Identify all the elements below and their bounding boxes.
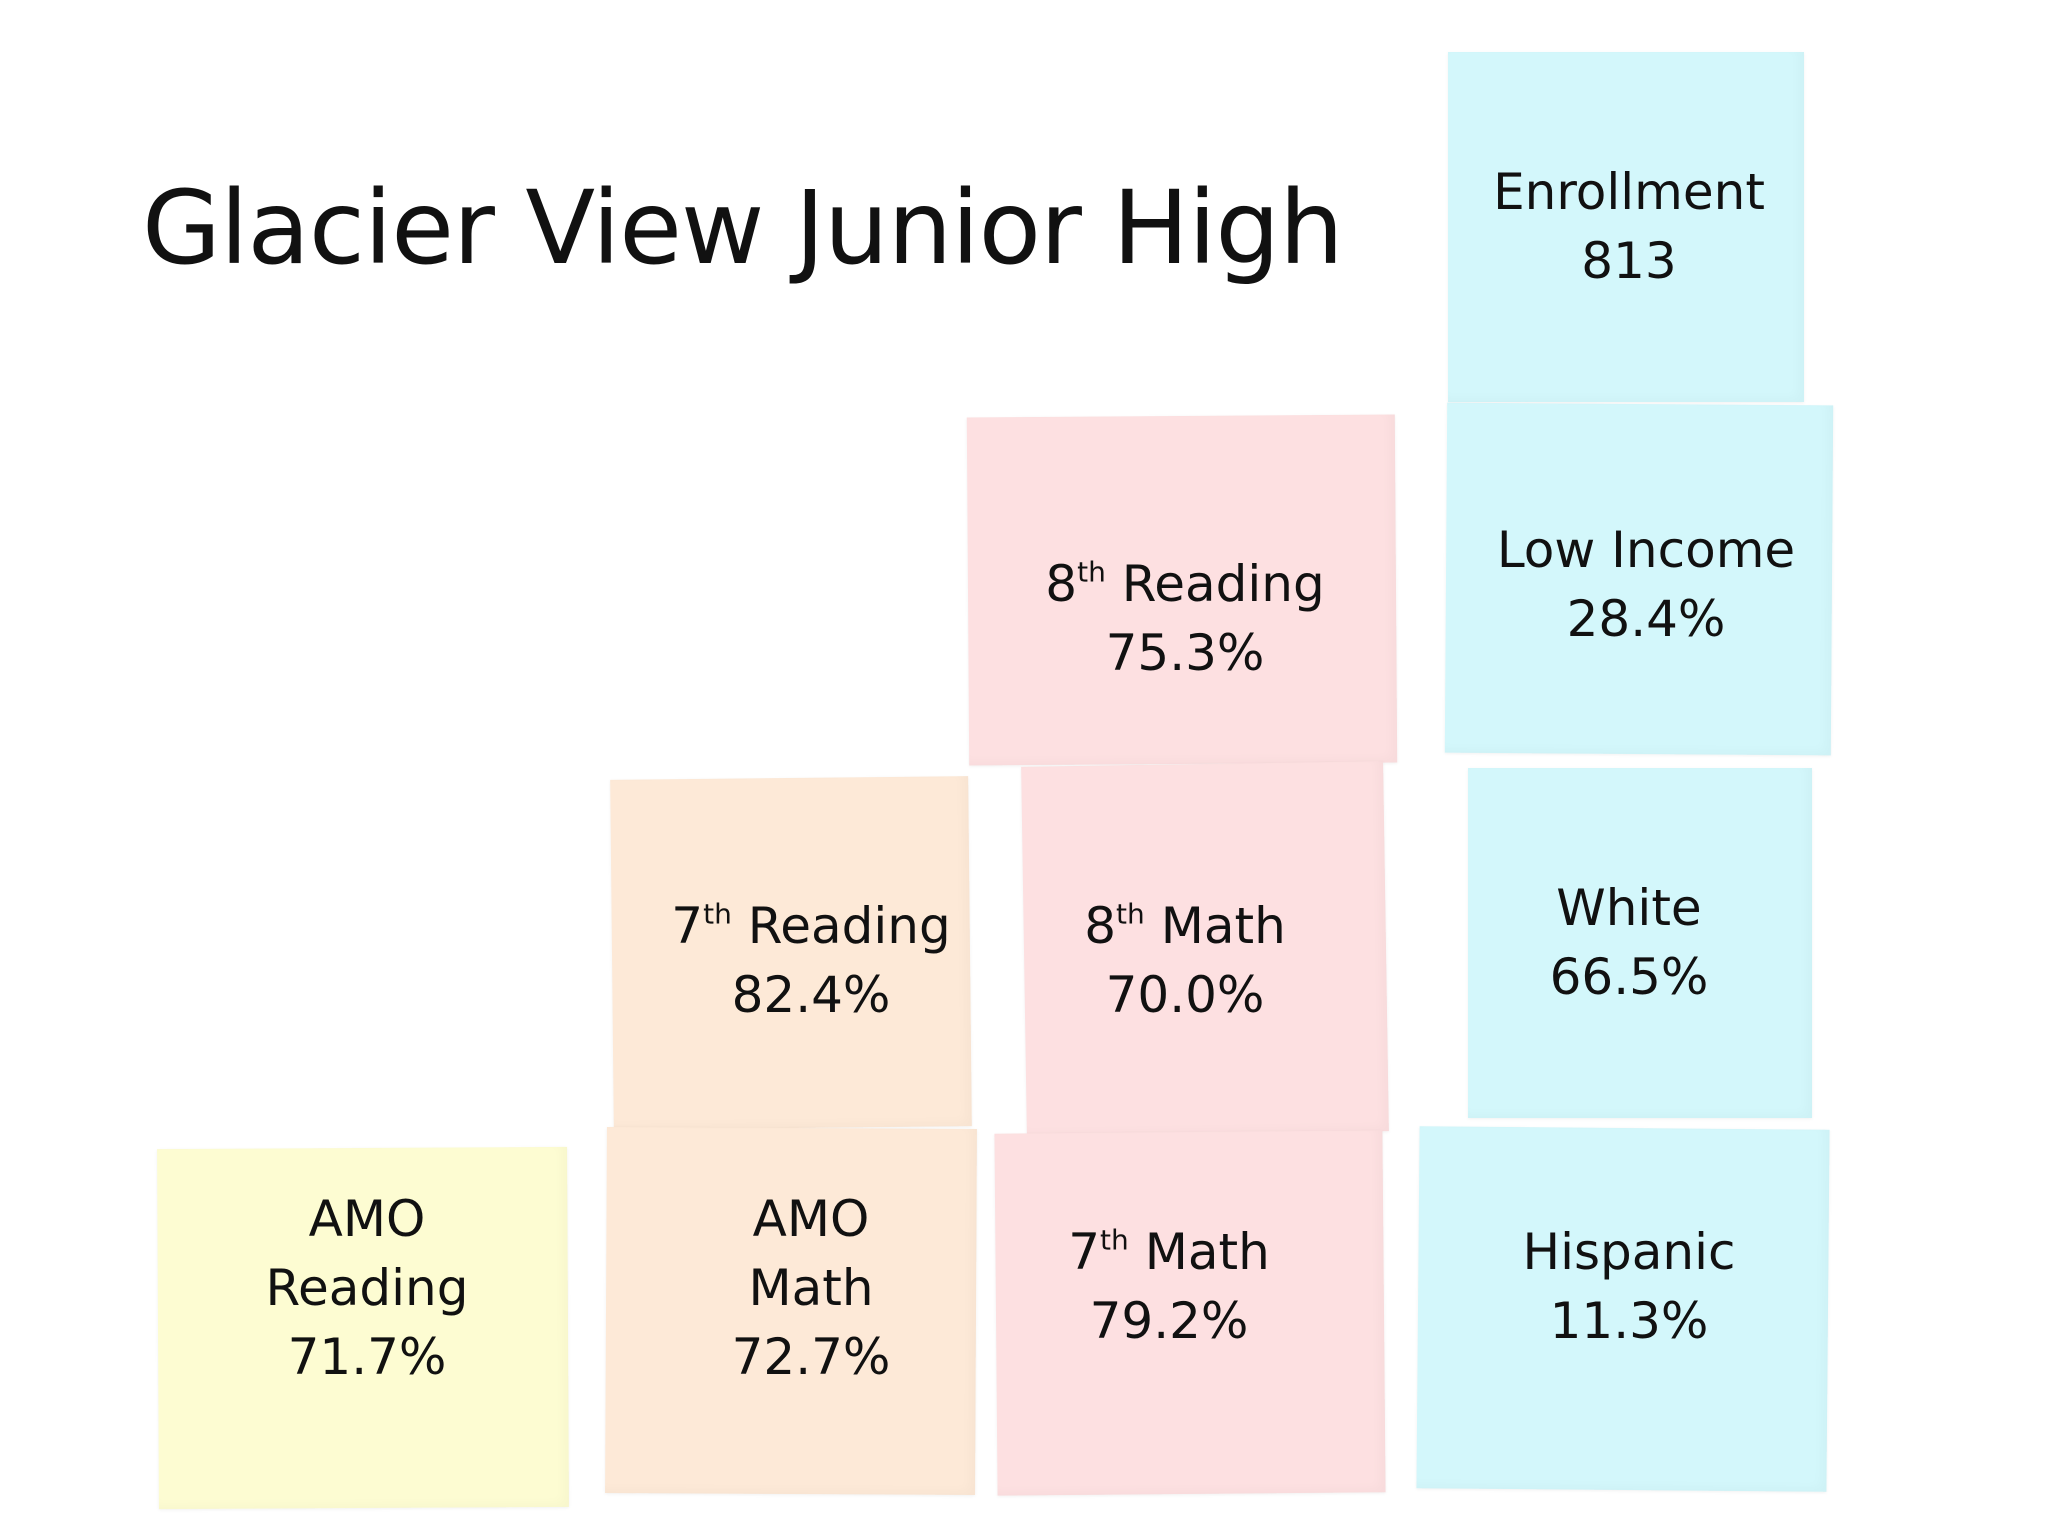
white-value: 66.5% — [1549, 948, 1709, 1006]
math-8th-value: 70.0% — [1105, 966, 1265, 1024]
block-enrollment — [1448, 52, 1804, 402]
reading-8th-value: 75.3% — [1105, 624, 1265, 682]
amo-math-line2: Math — [748, 1259, 874, 1317]
low-income-value: 28.4% — [1566, 590, 1726, 648]
amo-reading-line1: AMO — [308, 1190, 426, 1248]
math-7th-value: 79.2% — [1089, 1292, 1249, 1350]
low-income-label: Low Income 28.4% — [1497, 516, 1795, 654]
math-7th-suffix: th — [1100, 1223, 1129, 1257]
amo-reading-line2: Reading — [265, 1259, 469, 1317]
reading-8th-grade: 8 — [1045, 555, 1078, 613]
slide-title: Glacier View Junior High — [142, 169, 1344, 288]
reading-7th-label: 7th Reading 82.4% — [671, 892, 950, 1030]
low-income-title: Low Income — [1496, 521, 1796, 579]
reading-7th-suffix: th — [703, 897, 732, 931]
math-7th-label: 7th Math 79.2% — [1068, 1218, 1270, 1356]
enrollment-label: Enrollment 813 — [1493, 158, 1765, 296]
math-8th-grade: 8 — [1084, 897, 1117, 955]
hispanic-label: Hispanic 11.3% — [1523, 1218, 1736, 1356]
white-title: White — [1556, 879, 1702, 937]
amo-math-label: AMO Math 72.7% — [732, 1185, 891, 1392]
math-8th-suffix: th — [1116, 897, 1145, 931]
block-white — [1468, 768, 1812, 1118]
hispanic-title: Hispanic — [1522, 1223, 1736, 1281]
white-label: White 66.5% — [1550, 874, 1709, 1012]
amo-math-line1: AMO — [752, 1190, 870, 1248]
reading-7th-grade: 7 — [671, 897, 704, 955]
enrollment-title: Enrollment — [1493, 163, 1765, 221]
amo-reading-value: 71.7% — [287, 1328, 447, 1386]
math-7th-subject: Math — [1144, 1223, 1270, 1281]
hispanic-value: 11.3% — [1549, 1292, 1709, 1350]
math-8th-subject: Math — [1160, 897, 1286, 955]
amo-reading-label: AMO Reading 71.7% — [266, 1185, 469, 1392]
enrollment-value: 813 — [1581, 232, 1677, 290]
math-8th-label: 8th Math 70.0% — [1084, 892, 1286, 1030]
reading-8th-subject: Reading — [1121, 555, 1325, 613]
reading-7th-value: 82.4% — [731, 966, 891, 1024]
reading-8th-suffix: th — [1077, 555, 1106, 589]
math-7th-grade: 7 — [1068, 1223, 1101, 1281]
reading-7th-subject: Reading — [747, 897, 951, 955]
amo-math-value: 72.7% — [731, 1328, 891, 1386]
reading-8th-label: 8th Reading 75.3% — [1045, 550, 1324, 688]
